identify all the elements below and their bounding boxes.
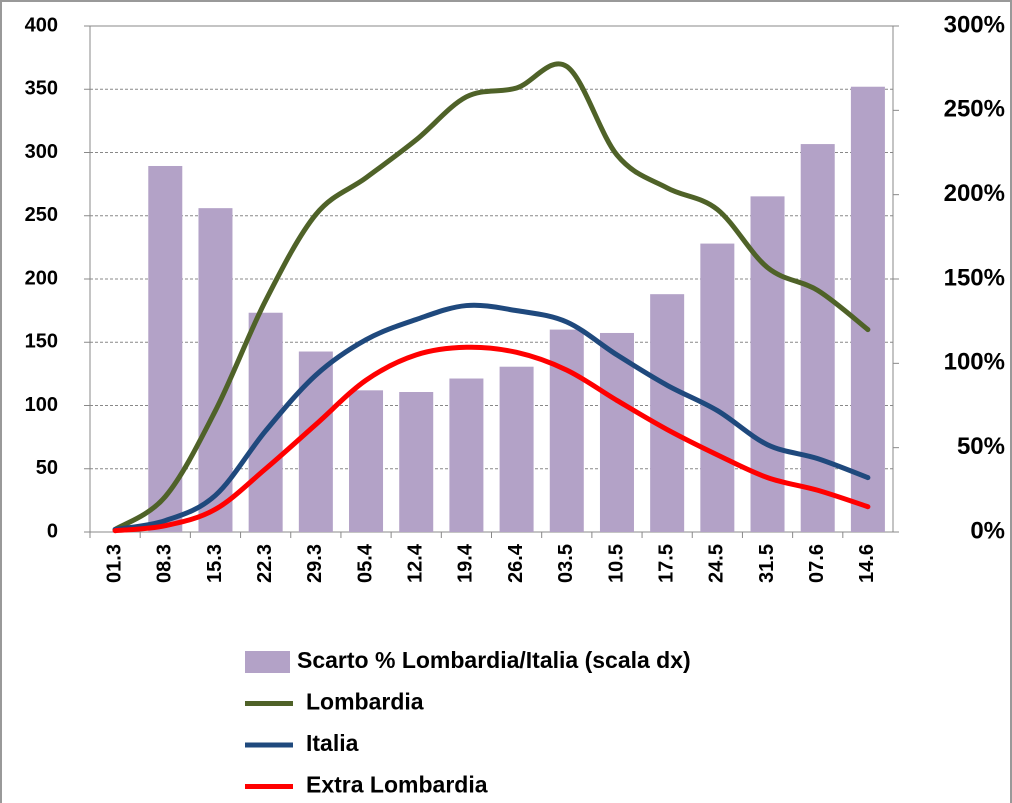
legend-label: Scarto % Lombardia/Italia (scala dx) bbox=[297, 647, 691, 673]
x-tick-label: 08.3 bbox=[154, 544, 176, 583]
legend-swatch bbox=[245, 651, 290, 673]
line bbox=[112, 302, 871, 532]
line bbox=[112, 61, 871, 532]
x-tick-label: 07.6 bbox=[806, 544, 828, 583]
y-tick-label: 250 bbox=[25, 204, 58, 226]
bar bbox=[850, 86, 885, 532]
x-tick-label: 14.6 bbox=[856, 544, 878, 583]
x-tick-label: 17.5 bbox=[655, 544, 677, 583]
y-tick-label: 400 bbox=[25, 14, 58, 36]
x-tick-label: 31.5 bbox=[756, 544, 778, 583]
legend-label: Italia bbox=[306, 730, 359, 756]
x-tick-label: 05.4 bbox=[354, 543, 376, 583]
x-tick-label: 12.4 bbox=[405, 543, 427, 583]
bar bbox=[650, 294, 685, 532]
x-tick-label: 10.5 bbox=[605, 544, 627, 583]
x-tick-label: 22.3 bbox=[254, 544, 276, 583]
bar bbox=[449, 378, 484, 532]
x-tick-label: 29.3 bbox=[304, 544, 326, 583]
y-tick-label: 200 bbox=[25, 267, 58, 289]
bar bbox=[248, 312, 283, 532]
x-tick-label: 03.5 bbox=[555, 544, 577, 583]
y2-tick-label: 0% bbox=[970, 517, 1005, 544]
x-tick-label: 24.5 bbox=[706, 544, 728, 583]
bar bbox=[198, 208, 233, 532]
y2-tick-label: 200% bbox=[944, 180, 1005, 207]
legend-label: Extra Lombardia bbox=[306, 772, 488, 798]
x-tick-label: 26.4 bbox=[505, 543, 527, 583]
y2-tick-label: 300% bbox=[944, 11, 1005, 38]
bar bbox=[700, 243, 735, 532]
y-tick-label: 100 bbox=[25, 394, 58, 416]
bar bbox=[599, 332, 634, 532]
y-tick-label: 300 bbox=[25, 141, 58, 163]
legend-label: Lombardia bbox=[306, 689, 424, 715]
bar bbox=[349, 390, 384, 532]
x-tick-label: 15.3 bbox=[204, 544, 226, 583]
x-tick-label: 01.3 bbox=[103, 544, 125, 583]
y-tick-label: 50 bbox=[36, 457, 58, 479]
y-tick-label: 0 bbox=[47, 520, 58, 542]
y2-tick-label: 250% bbox=[944, 96, 1005, 123]
bar bbox=[499, 366, 534, 532]
bar bbox=[298, 351, 333, 532]
line bbox=[112, 344, 871, 534]
y-tick-label: 150 bbox=[25, 331, 58, 353]
legend: Scarto % Lombardia/Italia (scala dx) Lomb… bbox=[245, 647, 691, 798]
bar bbox=[148, 165, 183, 532]
y-tick-label: 350 bbox=[25, 78, 58, 100]
y2-tick-label: 50% bbox=[957, 433, 1005, 460]
bar bbox=[399, 392, 434, 532]
bar bbox=[800, 144, 835, 533]
x-tick-label: 19.4 bbox=[455, 543, 477, 583]
y2-tick-label: 100% bbox=[944, 349, 1005, 376]
bar bbox=[549, 329, 584, 532]
y2-tick-label: 150% bbox=[944, 264, 1005, 291]
